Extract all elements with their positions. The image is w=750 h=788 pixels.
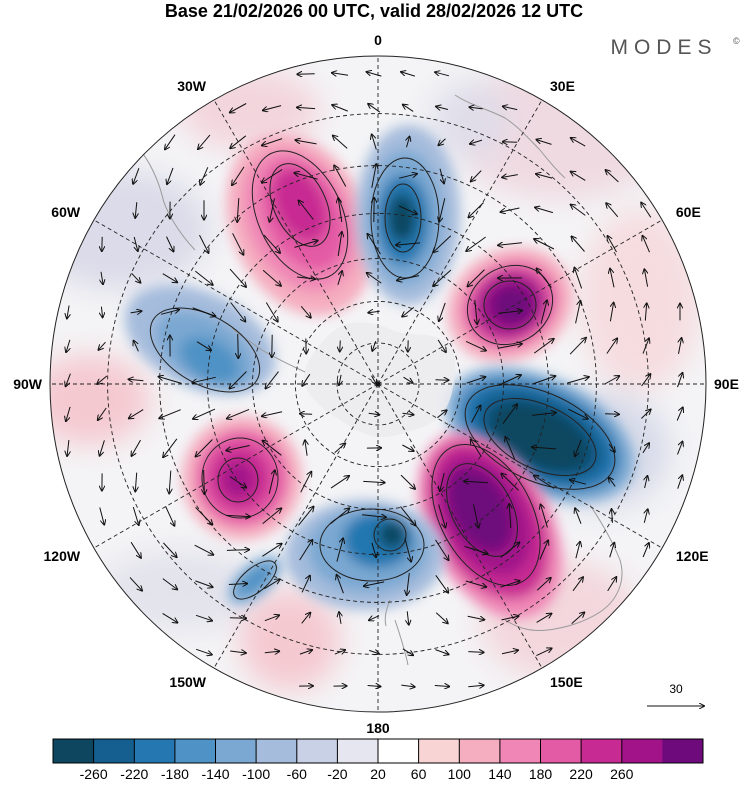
colorbar-swatch <box>662 739 703 763</box>
vector-key-label: 30 <box>669 682 683 696</box>
longitude-label-150w: 150W <box>169 674 206 690</box>
colorbar-swatch <box>581 739 622 763</box>
brand-logo-text: MODES <box>610 36 717 59</box>
wind-vector <box>340 341 341 352</box>
colorbar-tick-label: -260 <box>80 766 108 782</box>
colorbar-tick-label: 140 <box>488 766 512 782</box>
longitude-label-150e: 150E <box>550 674 583 690</box>
longitude-label-0: 0 <box>374 32 382 48</box>
longitude-label-30w: 30W <box>177 78 207 94</box>
brand-mark: © <box>733 36 740 46</box>
longitude-label-90w: 90W <box>13 376 43 392</box>
colorbar-swatch <box>256 739 297 763</box>
longitude-label-60w: 60W <box>51 204 81 220</box>
south-pole-marker <box>376 382 381 387</box>
colorbar-swatch <box>216 739 257 763</box>
colorbar-swatch <box>94 739 135 763</box>
colorbar-swatch <box>459 739 500 763</box>
longitude-label-30e: 30E <box>550 78 575 94</box>
longitude-label-90e: 90E <box>714 376 739 392</box>
wind-vector <box>605 414 619 415</box>
colorbar-swatch <box>175 739 216 763</box>
colorbar-swatch <box>53 739 94 763</box>
colorbar-tick-label: 20 <box>370 766 386 782</box>
colorbar-swatch <box>297 739 338 763</box>
colorbar-swatch <box>500 739 541 763</box>
negative-anomaly-170W <box>285 500 445 610</box>
polar-map: 0 30E 60E 90E 120E 150E 180 150W 120W 90W 60W 30W <box>13 32 739 736</box>
wind-vector <box>300 414 312 415</box>
colorbar-tick-label: 100 <box>448 766 472 782</box>
colorbar: -260 -220 -180 -140 -100 -60 -20 20 60 100 140 180 2… <box>53 739 703 782</box>
page-title: Base 21/02/2026 00 UTC, valid 28/02/2026… <box>165 1 583 21</box>
colorbar-tick-label: -60 <box>287 766 307 782</box>
colorbar-tick-label: 60 <box>411 766 427 782</box>
colorbar-tick-label: 220 <box>569 766 593 782</box>
longitude-label-120e: 120E <box>676 548 709 564</box>
wind-vector <box>297 74 314 75</box>
wind-vector <box>238 334 239 358</box>
colorbar-swatch <box>378 739 419 763</box>
colorbar-tick-label: -100 <box>242 766 270 782</box>
colorbar-swatch <box>134 739 175 763</box>
longitude-label-180: 180 <box>366 720 390 736</box>
colorbar-tick-label: -220 <box>120 766 148 782</box>
colorbar-swatch <box>541 739 582 763</box>
colorbar-swatch <box>419 739 460 763</box>
colorbar-tick-label: -180 <box>161 766 189 782</box>
colorbar-tick-label: 260 <box>610 766 634 782</box>
colorbar-swatch <box>337 739 378 763</box>
positive-anomaly-125W <box>182 416 302 540</box>
vector-reference-key: 30 <box>647 682 704 706</box>
colorbar-tick-label: -20 <box>327 766 347 782</box>
wind-vector <box>503 142 517 143</box>
colorbar-swatch <box>622 739 663 763</box>
longitude-label-60e: 60E <box>676 204 701 220</box>
longitude-label-120w: 120W <box>44 548 81 564</box>
colorbar-tick-label: -140 <box>201 766 229 782</box>
colorbar-tick-label: 180 <box>529 766 553 782</box>
